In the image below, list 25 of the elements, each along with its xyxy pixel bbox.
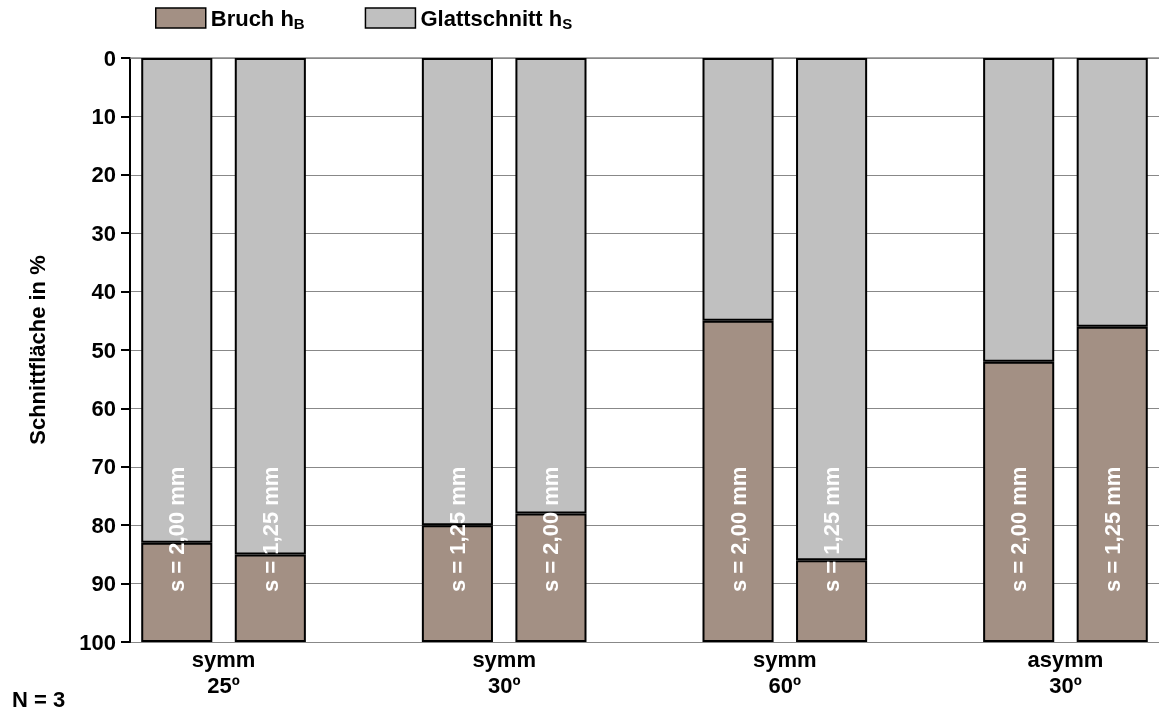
y-axis-title: Schnittfläche in % [24, 255, 50, 445]
x-tick-label: s = 2,00 mm [538, 466, 564, 592]
x-tick-label: s = 2,00 mm [725, 466, 751, 592]
y-tick-label: 40 [91, 279, 116, 305]
text: symm 30º [472, 646, 536, 698]
x-tick-label: s = 1,25 mm [1099, 466, 1125, 592]
y-tick-label: 60 [91, 395, 116, 421]
y-tick-label: 30 [91, 220, 116, 246]
x-tick-label: s = 1,25 mm [257, 466, 283, 592]
y-tick-label: 100 [79, 629, 116, 655]
x-tick-label: s = 2,00 mm [164, 466, 190, 592]
text: symm 60º [753, 646, 817, 698]
text: asymm 30º [1027, 646, 1104, 698]
x-tick-label: s = 2,00 mm [1006, 466, 1032, 592]
x-tick-label: s = 1,25 mm [819, 466, 845, 592]
text: symm 25º [191, 646, 256, 698]
y-tick-label: 20 [91, 162, 116, 188]
y-tick-label: 10 [91, 103, 116, 129]
y-tick-label: 0 [103, 45, 116, 71]
text: N = 3 [12, 686, 66, 712]
x-tick-label: s = 1,25 mm [444, 466, 470, 592]
y-tick-label: 80 [91, 512, 116, 538]
y-tick-label: 90 [91, 571, 116, 597]
y-tick-label: 50 [91, 337, 116, 363]
y-tick-label: 70 [91, 454, 116, 480]
